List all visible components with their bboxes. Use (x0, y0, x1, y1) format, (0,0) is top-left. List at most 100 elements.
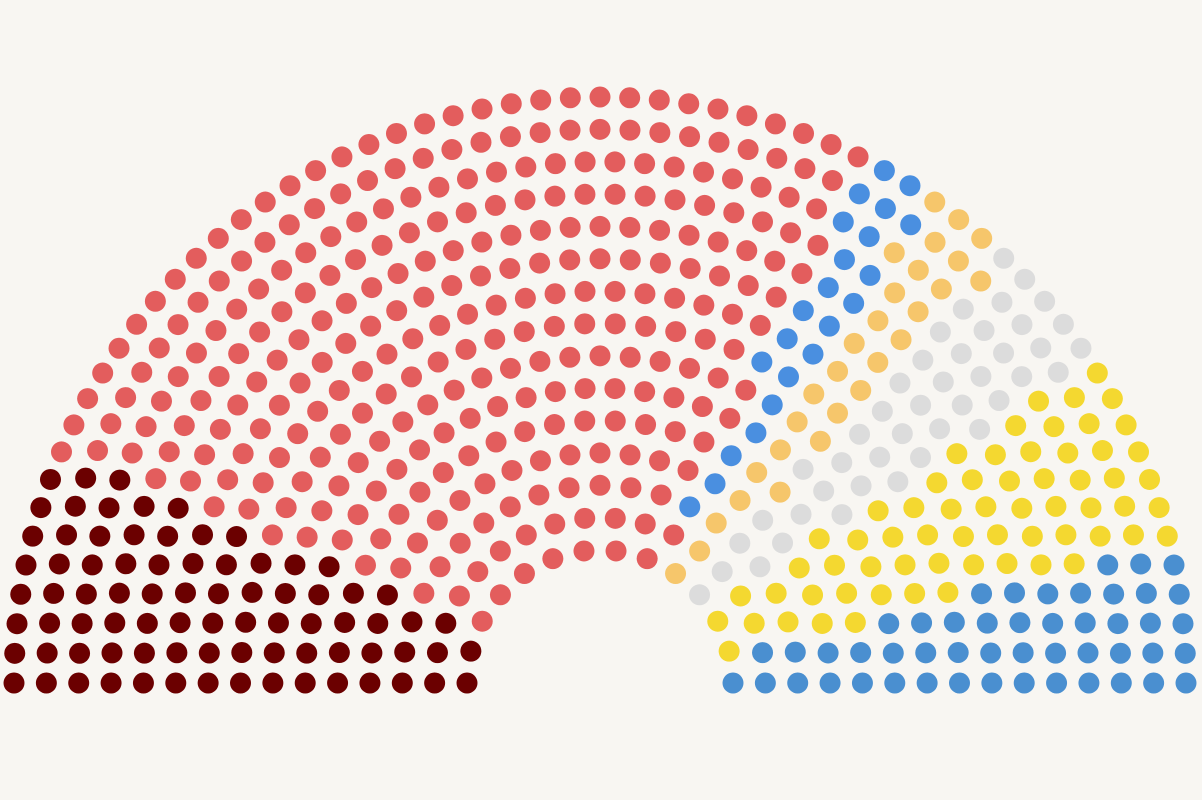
seat-dot (514, 421, 536, 443)
seat-dot (663, 156, 685, 178)
seat-dot (619, 119, 641, 141)
seat-dot (542, 548, 564, 570)
seat-dot (370, 528, 392, 550)
seat-dot (821, 170, 843, 192)
seat-dot (634, 185, 656, 207)
seat-dot (665, 563, 687, 585)
seat-dot (1135, 582, 1157, 604)
seat-dot (907, 301, 929, 323)
seat-dot (43, 582, 65, 604)
seat-dot (331, 529, 353, 551)
seat-dot (907, 259, 929, 281)
seat-dot (334, 611, 356, 633)
seat-dot (174, 582, 196, 604)
seat-dot (231, 250, 253, 272)
seat-dot (803, 383, 825, 405)
seat-dot (573, 540, 595, 562)
seat-dot (289, 372, 311, 394)
seat-dot (320, 226, 342, 248)
seat-dot (926, 472, 948, 494)
seat-dot (515, 156, 537, 178)
seat-dot (720, 445, 742, 467)
seat-dot (1175, 672, 1197, 694)
seat-dot (345, 249, 367, 271)
seat-dot (126, 313, 148, 335)
seat-dot (500, 93, 522, 115)
seat-dot (335, 292, 357, 314)
seat-dot (752, 509, 774, 531)
seat-dot (300, 613, 322, 635)
seat-dot (22, 525, 44, 547)
seat-dot (1139, 612, 1161, 634)
seat-dot (818, 315, 840, 337)
seat-dot (761, 394, 783, 416)
seat-dot (802, 584, 824, 606)
seat-dot (894, 554, 916, 576)
seat-dot (1052, 313, 1074, 335)
seat-dot (388, 503, 410, 525)
seat-dot (150, 390, 172, 412)
seat-dot (449, 532, 471, 554)
seat-dot (202, 612, 224, 634)
seat-dot (48, 553, 70, 575)
seat-dot (889, 372, 911, 394)
seat-dot (241, 581, 263, 603)
seat-dot (529, 450, 551, 472)
seat-dot (1163, 554, 1185, 576)
seat-dot (1148, 497, 1170, 519)
seat-dot (1011, 366, 1033, 388)
seat-dot (489, 584, 511, 606)
seat-dot (827, 402, 849, 424)
seat-dot (398, 222, 420, 244)
seat-dot (871, 400, 893, 422)
seat-dot (351, 402, 373, 424)
seat-dot (851, 672, 873, 694)
seat-dot (1103, 583, 1125, 605)
seat-dot (589, 345, 611, 367)
seat-dot (924, 191, 946, 213)
seat-dot (412, 147, 434, 169)
seat-dot (121, 442, 143, 464)
seat-dot (664, 421, 686, 443)
seat-dot (708, 131, 730, 153)
seat-dot (678, 224, 700, 246)
seat-dot (295, 242, 317, 264)
seat-dot (947, 250, 969, 272)
seat-dot (1128, 441, 1150, 463)
seat-dot (559, 119, 581, 141)
seat-dot (1063, 387, 1085, 409)
seat-dot (231, 642, 253, 664)
seat-dot (589, 118, 611, 140)
seat-dot (707, 367, 729, 389)
seat-dot (791, 263, 813, 285)
seat-dot (943, 611, 965, 633)
seat-dot (1080, 497, 1102, 519)
seat-dot (169, 612, 191, 634)
seat-dot (274, 582, 296, 604)
seat-dot (530, 89, 552, 111)
seat-dot (319, 264, 341, 286)
seat-dot (192, 524, 214, 546)
seat-dot (711, 561, 733, 583)
seat-dot (89, 525, 111, 547)
seat-dot (792, 300, 814, 322)
seat-dot (254, 231, 276, 253)
seat-dot (458, 445, 480, 467)
seat-dot (1172, 613, 1194, 635)
seat-dot (620, 477, 642, 499)
seat-dot (722, 168, 744, 190)
seat-dot (867, 351, 889, 373)
seat-dot (1047, 361, 1069, 383)
seat-dot (973, 320, 995, 342)
seat-dot (743, 612, 765, 634)
seat-dot (988, 390, 1010, 412)
seat-dot (387, 263, 409, 285)
seat-dot (971, 583, 993, 605)
seat-dot (198, 642, 220, 664)
seat-dot (409, 481, 431, 503)
seat-dot (1005, 415, 1027, 437)
seat-dot (499, 126, 521, 148)
seat-dot (287, 423, 309, 445)
seat-dot (500, 224, 522, 246)
seat-dot (1078, 672, 1100, 694)
